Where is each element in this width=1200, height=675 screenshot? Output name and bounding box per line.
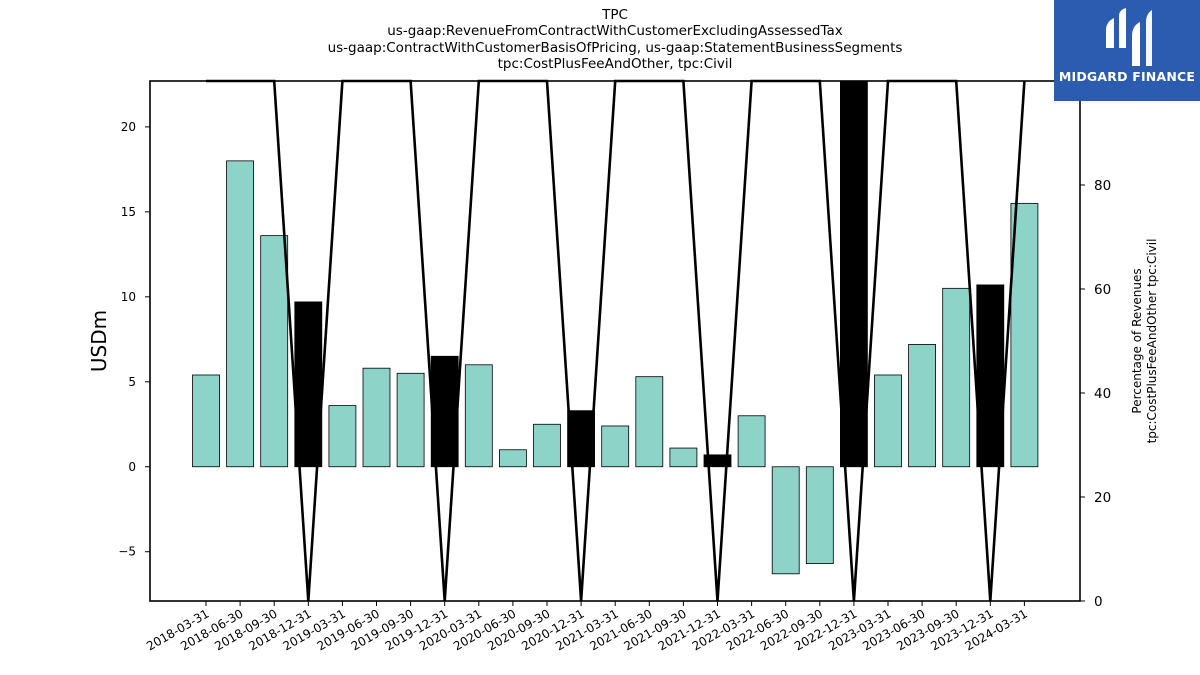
bar [362,367,391,468]
line-series [206,79,1026,602]
bar [805,466,834,565]
bar [874,374,902,468]
y2-axis-label: Percentage of Revenues [1130,268,1144,413]
x-axis: 2018-03-312018-06-302018-09-302018-12-31… [144,601,1030,653]
logo-text: MIDGARD FINANCE [1058,69,1196,84]
bar [1010,202,1039,468]
y-tick-label: 15 [121,205,136,219]
bar [908,343,936,468]
bar [226,160,255,468]
y2-tick-label: 60 [1094,282,1111,298]
bar-series [192,80,1039,575]
y2-tick-label: 40 [1094,386,1111,402]
title-line-1: TPC [602,7,628,23]
bar [771,466,800,575]
plot-frame [149,80,1081,602]
y-tick-label: −5 [118,545,136,559]
bar [601,425,630,468]
percentage-line [206,79,1026,602]
bar [635,376,664,468]
bar [396,372,425,468]
bar [498,449,527,468]
bar [669,447,698,468]
y-tick-label: 10 [121,290,136,304]
right-y-axis: 020406080100Percentage of Revenuestpc:Co… [1080,74,1159,610]
midgard-finance-logo: MIDGARD FINANCE [1054,0,1200,101]
y-axis-label: USDm [87,310,111,372]
bar [840,80,868,468]
bar [328,405,357,468]
y2-axis-label: tpc:CostPlusFeeAndOther tpc:Civil [1145,239,1159,444]
bar [192,374,220,468]
logo-mark-icon [1106,8,1152,66]
bar [533,423,561,468]
y-tick-label: 0 [128,460,136,474]
bar [703,454,732,468]
y2-tick-label: 20 [1094,490,1111,506]
bar [942,287,971,468]
left-y-axis: −5 0 5 10 15 20 USDm [87,120,150,559]
y-tick-label: 5 [128,375,136,389]
y-tick-label: 20 [121,120,136,134]
title-line-2: us-gaap:RevenueFromContractWithCustomerE… [387,23,843,40]
y2-tick-label: 0 [1094,594,1103,610]
title-line-4: tpc:CostPlusFeeAndOther, tpc:Civil [497,56,733,73]
chart-title: TPC us-gaap:RevenueFromContractWithCusto… [0,7,1200,73]
bar [260,235,289,468]
y2-tick-label: 80 [1094,178,1111,194]
bar [737,415,766,468]
title-line-3: us-gaap:ContractWithCustomerBasisOfPrici… [327,39,903,56]
bar [464,364,493,468]
